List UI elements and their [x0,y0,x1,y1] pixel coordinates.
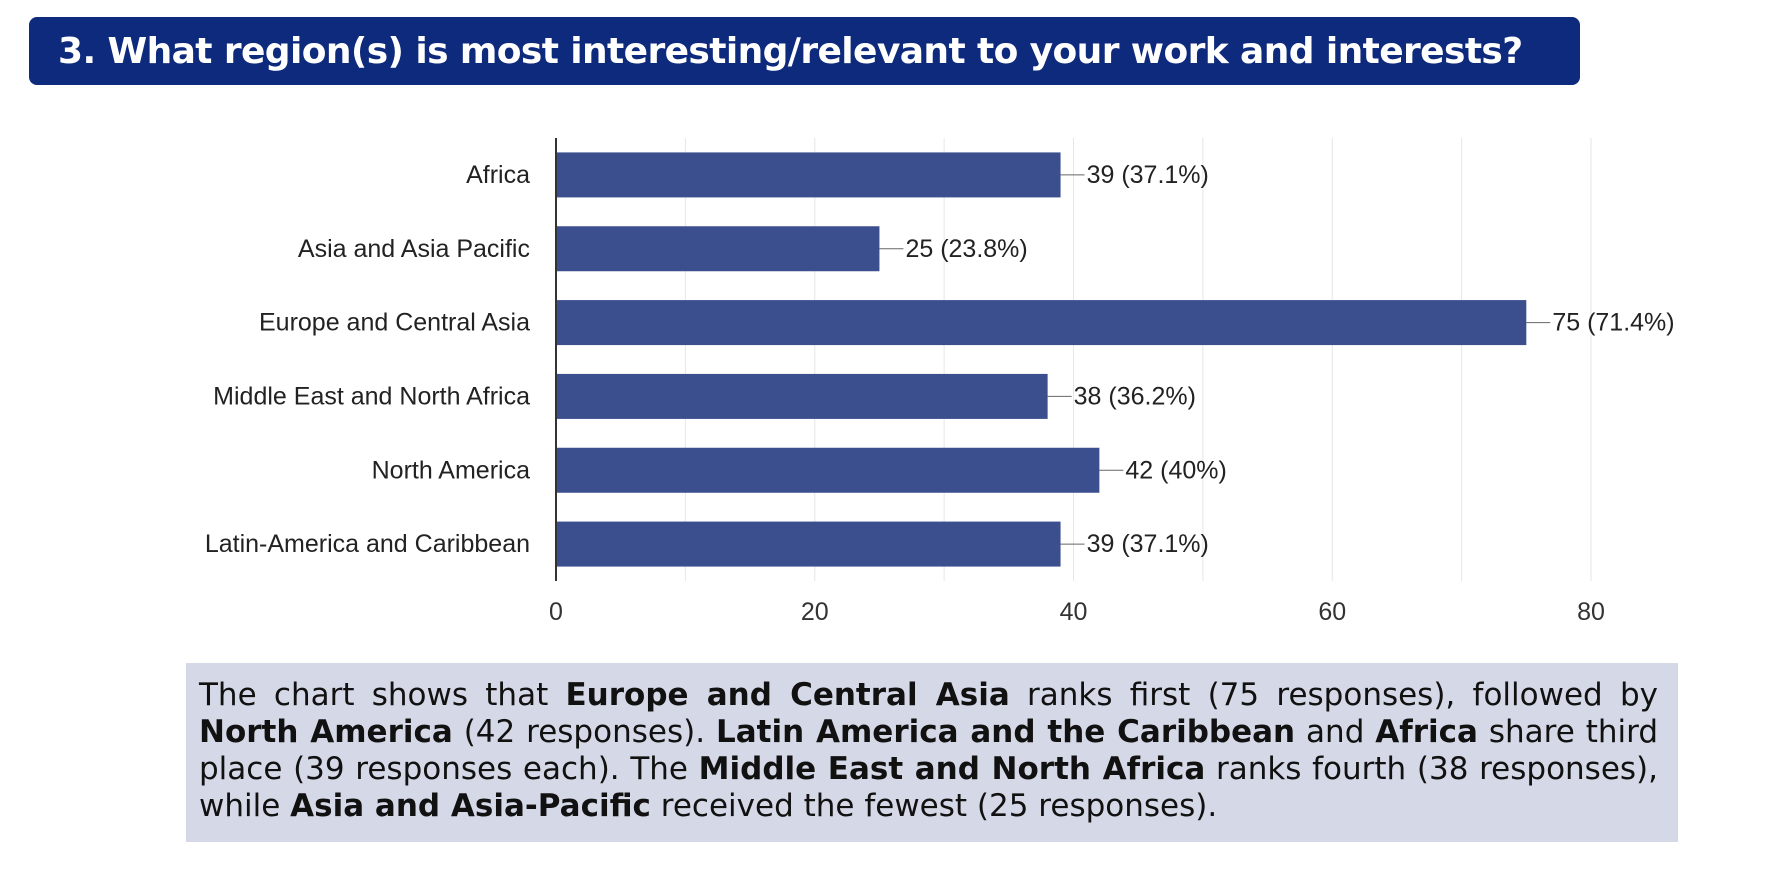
summary-run: and [1295,714,1376,750]
data-label: 39 (37.1%) [1087,161,1209,189]
bar [556,300,1527,346]
chart-labels: 39 (37.1%) Africa 25 (23.8%) Asia and Asia … [205,161,1675,558]
title-banner: 3. What region(s) is most interesting/re… [29,17,1580,85]
category-label: North America [372,456,530,484]
summary-emphasis: Africa [1375,714,1478,750]
summary-emphasis: Europe and Central Asia [565,677,1010,713]
chart-grid [684,138,1592,581]
x-tick-label: 20 [801,598,829,626]
data-label: 38 (36.2%) [1074,382,1196,410]
data-label: 75 (71.4%) [1552,309,1674,337]
bar [556,152,1061,198]
category-label: Asia and Asia Pacific [298,235,530,263]
bar [556,447,1100,493]
data-label: 42 (40%) [1125,456,1226,484]
summary-text: The chart shows that Europe and Central … [199,677,1658,825]
summary-emphasis: Asia and Asia-Pacific [290,788,651,824]
x-tick-label: 80 [1577,598,1605,626]
summary-run: share third place (39 responses each). T… [199,714,1659,787]
data-label: 25 (23.8%) [905,235,1027,263]
summary-emphasis: Middle East and North Africa [698,751,1206,787]
page-title: 3. What region(s) is most interesting/re… [58,30,1523,72]
data-label: 39 (37.1%) [1087,530,1209,558]
chart-axes: 0 20 40 60 80 [549,138,1605,626]
category-label: Middle East and North Africa [213,382,530,410]
summary-box: The chart shows that Europe and Central … [186,663,1678,842]
category-label: Latin-America and Caribbean [205,530,530,558]
bar [556,373,1048,419]
category-label: Europe and Central Asia [259,309,530,337]
bar [556,226,880,272]
summary-run: (42 responses). [452,714,716,750]
bar [556,521,1061,567]
summary-run: received the fewest (25 responses). [650,788,1218,824]
summary-run: ranks first (75 responses), followed by [1009,677,1658,713]
x-tick-label: 0 [549,598,563,626]
bar-chart: 0 20 40 60 80 39 (37.1%) Africa 25 (23.8%) Asia… [205,138,1675,626]
summary-emphasis: North America [199,714,453,750]
category-label: Africa [466,161,530,189]
x-tick-label: 40 [1060,598,1088,626]
summary-run: ranks fourth (38 responses), while [199,751,1658,824]
summary-emphasis: Latin America and the Caribbean [715,714,1296,750]
x-tick-label: 60 [1318,598,1346,626]
chart-bars [556,152,1527,567]
summary-run: The chart shows that [199,677,566,713]
